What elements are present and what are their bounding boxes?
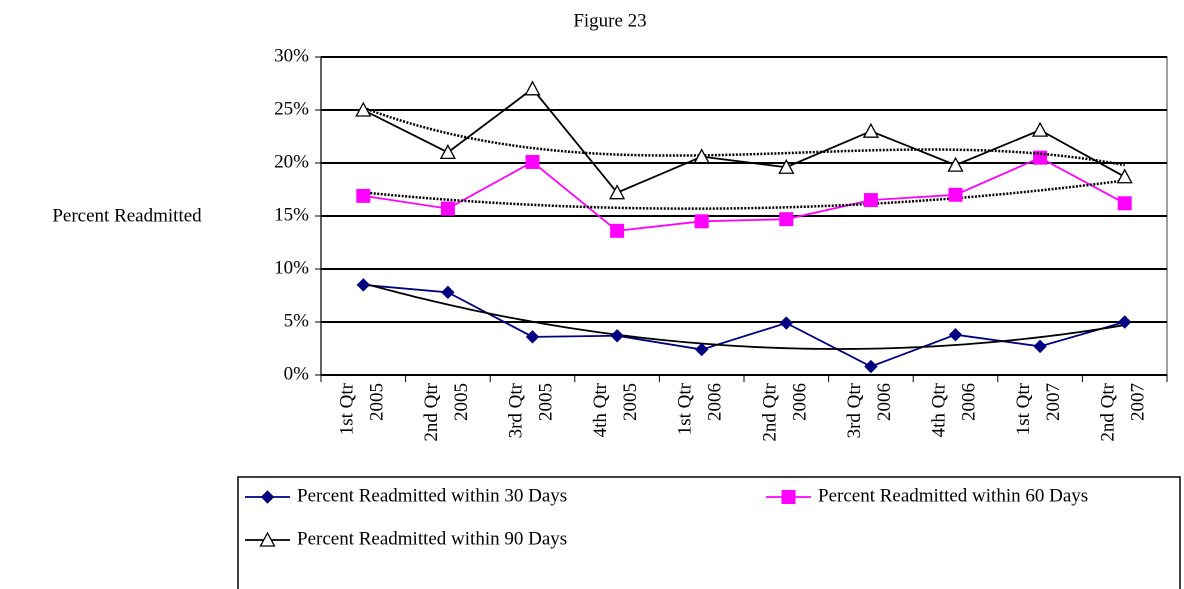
- marker: [356, 188, 371, 203]
- legend-label: Percent Readmitted within 90 Days: [297, 528, 567, 549]
- marker: [1117, 196, 1132, 211]
- marker: [610, 223, 625, 238]
- marker: [947, 156, 964, 172]
- marker: [694, 214, 709, 229]
- x-tick-label: 3rd Qtr 2005: [506, 382, 557, 438]
- marker: [260, 490, 275, 504]
- marker: [1032, 121, 1049, 137]
- x-tick-label: 1st Qtr 2005: [337, 382, 388, 435]
- x-tick-label: 4th Qtr 2006: [929, 382, 980, 437]
- legend-label: Percent Readmitted within 60 Days: [818, 485, 1088, 506]
- x-tick-label: 2nd Qtr 2005: [421, 382, 472, 441]
- chart-title: Figure 23: [573, 10, 646, 31]
- marker: [1116, 168, 1133, 184]
- marker: [778, 158, 795, 174]
- trendline: [363, 179, 1125, 210]
- y-axis-label: Percent Readmitted: [52, 205, 202, 226]
- marker: [356, 278, 371, 292]
- marker: [355, 101, 372, 117]
- y-tick-label: 5%: [284, 310, 310, 331]
- y-tick-label: 15%: [274, 204, 309, 225]
- marker: [440, 201, 455, 216]
- legend-label: Percent Readmitted within 30 Days: [297, 485, 567, 506]
- series-line: [362, 87, 1126, 194]
- trendline: [362, 106, 1125, 167]
- x-tick-label: 4th Qtr 2005: [590, 382, 641, 437]
- y-tick-label: 0%: [284, 363, 310, 384]
- y-tick-label: 10%: [274, 257, 309, 278]
- marker: [525, 154, 540, 169]
- marker: [694, 342, 709, 357]
- marker: [862, 122, 879, 138]
- marker: [779, 316, 794, 330]
- legend: Percent Readmitted within 30 Days Percent…: [237, 476, 1181, 589]
- marker: [948, 328, 963, 342]
- marker: [439, 144, 456, 160]
- marker: [863, 193, 878, 208]
- marker: [693, 148, 710, 164]
- y-tick-label: 20%: [274, 151, 309, 172]
- x-tick-label: 1st Qtr 2006: [675, 382, 726, 435]
- x-tick-label: 1st Qtr 2007: [1013, 382, 1064, 435]
- trendline: [363, 282, 1125, 350]
- y-tick-label: 30%: [274, 45, 309, 66]
- marker: [864, 359, 878, 374]
- x-tick-label: 2nd Qtr 2006: [760, 382, 811, 441]
- x-tick-label: 2nd Qtr 2007: [1098, 382, 1149, 441]
- series-line: [363, 156, 1126, 232]
- marker: [1117, 315, 1132, 329]
- marker: [610, 329, 624, 343]
- marker: [1033, 339, 1047, 354]
- marker: [259, 531, 276, 547]
- marker: [441, 285, 455, 300]
- marker: [779, 212, 794, 227]
- marker: [781, 490, 796, 504]
- series-line: [363, 284, 1125, 368]
- marker: [525, 330, 540, 344]
- marker: [524, 80, 541, 96]
- marker: [948, 187, 963, 202]
- marker: [609, 184, 626, 200]
- legend-box: [237, 476, 1181, 589]
- y-tick-label: 25%: [274, 98, 309, 119]
- x-tick-label: 3rd Qtr 2006: [844, 382, 895, 438]
